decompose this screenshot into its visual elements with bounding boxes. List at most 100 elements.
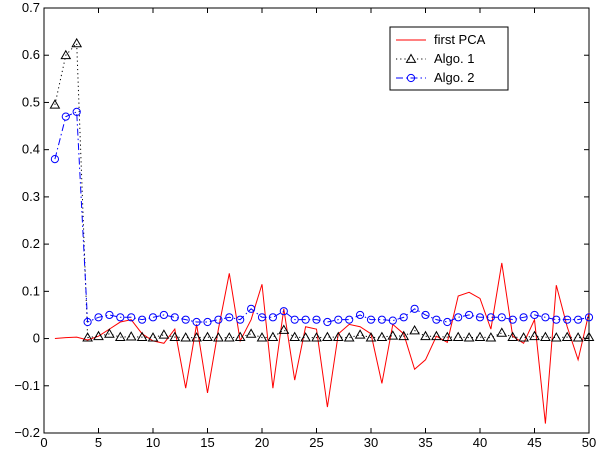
data-point — [71, 37, 83, 48]
data-point — [366, 315, 376, 324]
data-point — [148, 313, 158, 322]
data-point — [540, 331, 551, 342]
data-point — [289, 331, 301, 342]
x-tick-label: 40 — [473, 435, 487, 450]
data-point — [116, 313, 125, 322]
data-point — [398, 330, 410, 341]
data-point — [399, 313, 408, 322]
data-point — [441, 331, 453, 342]
y-tick-label: 0 — [33, 331, 40, 346]
data-point — [180, 332, 192, 342]
data-point — [223, 332, 235, 342]
legend-label: Algo. 2 — [434, 70, 474, 85]
data-point — [61, 112, 70, 121]
data-point — [158, 329, 170, 339]
y-axis: −0.2 −0.1 0 0.1 0.2 0.3 0.4 0.5 0.6 0.7 — [14, 0, 589, 440]
data-point — [72, 107, 81, 116]
data-point — [561, 331, 573, 342]
data-point — [136, 331, 148, 342]
data-point — [530, 310, 539, 320]
legend-label: first PCA — [434, 32, 486, 47]
data-point — [114, 331, 126, 342]
data-point — [409, 325, 420, 335]
x-axis: 0 5 10 15 20 25 30 35 40 45 50 — [40, 8, 596, 450]
data-point — [332, 331, 344, 342]
legend: first PCA Algo. 1 Algo. 2 — [389, 26, 509, 91]
x-tick-label: 35 — [418, 435, 432, 450]
data-point — [245, 328, 257, 338]
x-tick-label: 20 — [255, 435, 269, 450]
data-point — [443, 317, 452, 327]
data-point — [311, 332, 322, 342]
y-tick-label: −0.2 — [14, 425, 40, 440]
data-point — [508, 315, 517, 324]
y-tick-label: −0.1 — [14, 378, 40, 393]
data-point — [518, 332, 529, 342]
data-point — [236, 315, 245, 324]
x-tick-label: 10 — [146, 435, 160, 450]
data-point — [50, 155, 60, 164]
data-point — [279, 307, 288, 316]
x-tick-label: 50 — [582, 435, 596, 450]
data-point — [550, 332, 562, 342]
data-point — [452, 331, 464, 342]
y-tick-label: 0.4 — [22, 142, 40, 157]
data-point — [60, 49, 72, 60]
series-algo-2 — [50, 107, 594, 327]
data-point — [94, 313, 103, 322]
data-point — [159, 310, 168, 320]
x-tick-label: 30 — [364, 435, 378, 450]
data-point — [93, 330, 104, 341]
data-point — [334, 315, 343, 324]
data-point — [125, 331, 137, 341]
data-point — [529, 330, 540, 341]
x-tick-label: 25 — [309, 435, 323, 450]
data-point — [301, 315, 310, 324]
y-tick-label: 0.6 — [22, 47, 40, 62]
data-point — [268, 313, 277, 322]
data-point — [170, 313, 179, 322]
data-point — [563, 315, 572, 324]
series-line — [54, 111, 590, 323]
data-point — [82, 332, 93, 342]
data-point — [83, 317, 92, 327]
data-point — [169, 331, 181, 342]
y-tick-label: 0.1 — [22, 283, 40, 298]
data-point — [49, 99, 61, 109]
y-tick-label: 0.2 — [22, 236, 40, 251]
legend-marker — [406, 73, 416, 83]
data-point — [572, 332, 584, 342]
data-point — [300, 332, 311, 342]
data-point — [214, 315, 223, 324]
data-point — [431, 330, 442, 341]
y-tick-label: 0.3 — [22, 189, 40, 204]
data-point — [496, 327, 508, 337]
data-point — [312, 315, 321, 324]
data-point — [410, 304, 419, 313]
data-point — [541, 313, 550, 322]
data-point — [322, 331, 333, 342]
data-point — [354, 329, 366, 339]
data-point — [256, 332, 268, 342]
data-point — [584, 313, 594, 322]
data-point — [465, 310, 474, 320]
data-point — [343, 332, 355, 342]
data-point — [583, 331, 595, 342]
data-point — [267, 331, 279, 342]
data-point — [192, 317, 201, 327]
data-point — [507, 331, 519, 342]
legend-marker — [405, 53, 417, 63]
data-point — [105, 310, 114, 320]
data-point — [474, 331, 486, 342]
data-point — [203, 317, 212, 327]
data-point — [213, 332, 224, 342]
data-point — [104, 328, 115, 338]
data-point — [486, 313, 495, 322]
data-point — [147, 332, 159, 342]
data-point — [202, 331, 213, 342]
data-point — [323, 317, 332, 327]
x-tick-label: 45 — [527, 435, 541, 450]
data-point — [574, 315, 583, 324]
data-point — [181, 315, 190, 324]
